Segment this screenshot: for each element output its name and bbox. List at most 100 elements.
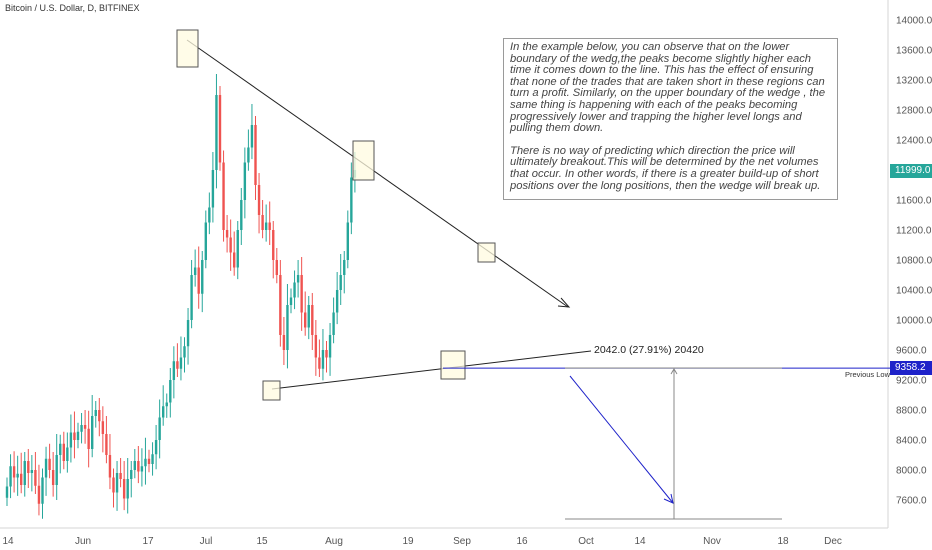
candle-body (311, 305, 314, 335)
x-tick-label: Dec (824, 536, 842, 547)
candle-body (296, 275, 300, 283)
current-price-tag: 11999.0 (890, 164, 932, 178)
y-tick-label: 10800.0 (896, 256, 932, 267)
candle-body (147, 458, 151, 464)
candle-body (183, 346, 186, 358)
candle-body (51, 470, 55, 485)
candle-body (165, 402, 168, 407)
candle-body (126, 479, 129, 499)
candle-body (190, 275, 193, 320)
candle-body (208, 207, 211, 223)
candle-body (119, 473, 122, 479)
candle-body (318, 357, 321, 369)
y-tick-label: 12400.0 (896, 136, 932, 147)
candle-body (339, 275, 342, 290)
highlight-box (440, 350, 466, 380)
candle-body (236, 230, 239, 268)
candle-body (37, 485, 41, 504)
candle-body (197, 267, 200, 294)
x-tick-label: 19 (402, 536, 414, 547)
candle-body (332, 312, 335, 335)
x-tick-label: Jul (200, 536, 213, 547)
candle-body (201, 260, 204, 294)
y-tick-label: 7600.0 (896, 496, 927, 507)
candle-body (27, 461, 30, 473)
x-tick-label: Oct (578, 536, 594, 547)
measure-label: 2042.0 (27.91%) 20420 (594, 344, 704, 356)
highlight-box (477, 242, 496, 263)
candle-body (12, 466, 16, 478)
candle-body (80, 425, 83, 432)
candle-body (193, 267, 197, 275)
candle-body (335, 290, 339, 313)
candle-body (293, 282, 296, 298)
candle-body (346, 222, 349, 260)
candle-body (151, 454, 154, 464)
candle-body (105, 434, 108, 455)
candle-body (286, 305, 289, 350)
y-tick-label: 9200.0 (896, 376, 927, 387)
candle-body (140, 466, 144, 472)
y-tick-label: 9600.0 (896, 346, 927, 357)
x-tick-label: 16 (516, 536, 528, 547)
candle-body (66, 447, 69, 461)
candle-body (261, 215, 264, 230)
annotation-paragraph-1: In the example below, you can observe th… (510, 41, 826, 135)
wedge-upper-line (186, 39, 569, 308)
candle-body (314, 335, 318, 358)
candle-body (83, 425, 87, 429)
y-tick-label: 8000.0 (896, 466, 927, 477)
highlight-box (176, 29, 199, 68)
candle-body (41, 477, 44, 504)
candle-body (59, 443, 62, 455)
annotation-paragraph-2: There is no way of predicting which dire… (510, 144, 821, 192)
candle-body (20, 473, 23, 485)
x-tick-label: 14 (634, 536, 646, 547)
candle-body (48, 458, 51, 470)
highlight-box (262, 380, 281, 401)
y-tick-label: 11600.0 (896, 196, 932, 207)
candle-body (5, 486, 9, 498)
y-tick-label: 11200.0 (896, 226, 932, 237)
candle-body (154, 440, 158, 455)
x-tick-label: 15 (256, 536, 268, 547)
candle-body (240, 200, 243, 230)
candle-body (233, 252, 236, 268)
previous-low-price-tag: 9358.2 (890, 361, 932, 375)
candle-body (215, 95, 218, 170)
candle-body (211, 170, 215, 208)
candle-body (222, 162, 225, 230)
candle-body (289, 297, 293, 305)
candle-body (55, 455, 58, 485)
candle-body (272, 230, 275, 260)
candle-body (243, 162, 247, 200)
candle-body (9, 466, 12, 487)
y-tick-label: 14000.0 (896, 16, 932, 27)
candle-body (176, 361, 179, 369)
x-tick-label: Aug (325, 536, 343, 547)
candle-body (91, 416, 94, 449)
x-tick-label: 18 (777, 536, 789, 547)
candle-body (44, 458, 48, 478)
candle-body (162, 406, 165, 418)
candle-body (108, 455, 112, 478)
candle-body (268, 222, 271, 230)
chart-title: Bitcoin / U.S. Dollar, D, BITFINEX (5, 3, 140, 13)
x-tick-label: Sep (453, 536, 471, 547)
candle-body (218, 95, 222, 163)
projection-arrow (569, 375, 674, 504)
y-tick-label: 8800.0 (896, 406, 927, 417)
candle-body (282, 335, 286, 350)
y-tick-label: 10400.0 (896, 286, 932, 297)
x-tick-label: Jun (75, 536, 91, 547)
candle-body (101, 421, 105, 434)
candle-body (69, 432, 73, 448)
y-tick-label: 8400.0 (896, 436, 927, 447)
candle-body (112, 477, 115, 493)
wedge-upper-arrowhead (557, 297, 571, 308)
candle-body (328, 335, 332, 358)
candle-body (254, 125, 257, 185)
candle-body (122, 479, 126, 499)
candle-body (94, 410, 97, 416)
